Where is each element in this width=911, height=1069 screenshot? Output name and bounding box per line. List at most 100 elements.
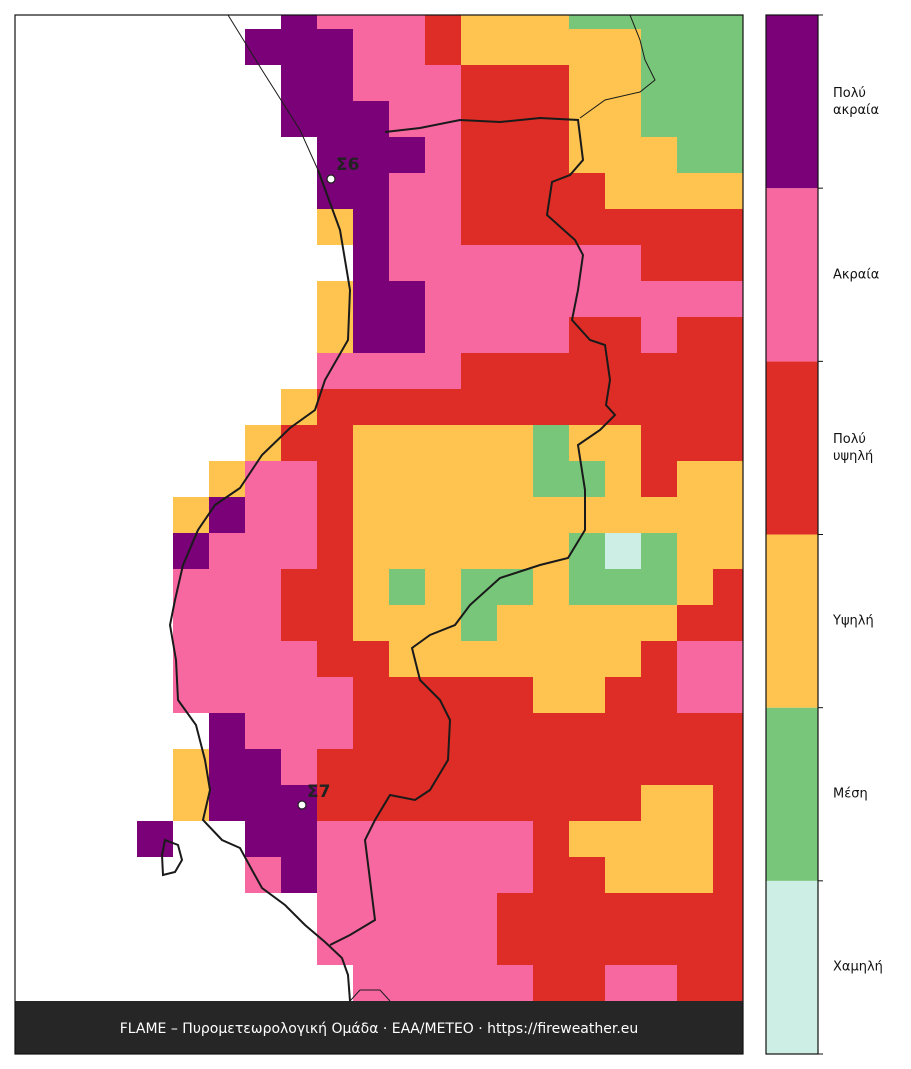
grid-cell xyxy=(173,569,209,605)
grid-cell xyxy=(425,101,461,137)
grid-cell xyxy=(533,857,569,893)
grid-cell xyxy=(641,713,677,749)
grid-cell xyxy=(533,893,569,929)
grid-cell xyxy=(461,389,497,425)
grid-cell xyxy=(281,713,317,749)
grid-cell xyxy=(353,173,389,209)
grid-cell xyxy=(533,929,569,965)
colorbar-segment xyxy=(766,15,818,189)
grid-cell xyxy=(389,821,425,857)
grid-cell xyxy=(245,497,281,533)
coastline xyxy=(168,169,352,1002)
grid-cell xyxy=(605,137,641,173)
grid-cell xyxy=(461,749,497,785)
grid-cell xyxy=(713,209,743,245)
grid-cell xyxy=(569,965,605,1001)
map-frame xyxy=(14,14,744,1055)
grid-cell xyxy=(533,749,569,785)
grid-cell xyxy=(569,821,605,857)
grid-cell xyxy=(713,893,743,929)
grid-cell xyxy=(677,785,713,821)
grid-cell xyxy=(281,461,317,497)
grid-cell xyxy=(497,173,533,209)
grid-cell xyxy=(317,929,353,965)
grid-cell xyxy=(353,209,389,245)
grid-cell xyxy=(317,101,353,137)
grid-cell xyxy=(497,893,533,929)
grid-cell xyxy=(353,137,389,173)
grid-cell xyxy=(677,29,713,65)
grid-cell xyxy=(497,821,533,857)
grid-cell xyxy=(461,785,497,821)
grid-cell xyxy=(353,65,389,101)
grid-cell xyxy=(605,785,641,821)
grid-cell xyxy=(569,245,605,281)
grid-cell xyxy=(209,497,245,533)
grid-cell xyxy=(425,965,461,1001)
grid-cell xyxy=(497,461,533,497)
grid-cell xyxy=(533,15,569,29)
coastline xyxy=(160,838,184,877)
colorbar xyxy=(765,14,823,1055)
grid-cell xyxy=(677,353,713,389)
border xyxy=(329,116,617,946)
grid-cell xyxy=(605,209,641,245)
grid-cell xyxy=(209,569,245,605)
grid-cell xyxy=(497,245,533,281)
grid-cell xyxy=(533,29,569,65)
grid-cell xyxy=(461,317,497,353)
grid-cell xyxy=(353,533,389,569)
grid-cell xyxy=(245,29,281,65)
grid-cell xyxy=(605,15,641,29)
grid-cell xyxy=(209,641,245,677)
grid-cell xyxy=(461,497,497,533)
grid-cell xyxy=(353,245,389,281)
grid-cell xyxy=(353,605,389,641)
grid-cell xyxy=(713,317,743,353)
grid-cell xyxy=(533,137,569,173)
colorbar-label: Χαμηλή xyxy=(833,959,883,975)
grid-cell xyxy=(497,29,533,65)
grid-cell xyxy=(245,569,281,605)
grid-cell xyxy=(281,821,317,857)
grid-cell xyxy=(461,533,497,569)
grid-cell xyxy=(569,677,605,713)
grid-cell xyxy=(461,353,497,389)
grid-cell xyxy=(461,29,497,65)
grid-cell xyxy=(425,65,461,101)
grid-cell xyxy=(281,101,317,137)
grid-cell xyxy=(641,677,677,713)
grid-cell xyxy=(533,281,569,317)
grid-cell xyxy=(497,569,533,605)
grid-cell xyxy=(641,15,677,29)
grid-cell xyxy=(317,533,353,569)
colorbar-segment xyxy=(766,188,818,362)
grid-cell xyxy=(209,749,245,785)
grid-cell xyxy=(461,569,497,605)
colorbar-label: Υψηλή xyxy=(833,613,874,629)
grid-cell xyxy=(677,569,713,605)
grid-cell xyxy=(641,965,677,1001)
grid-cell xyxy=(641,173,677,209)
grid-cell xyxy=(389,677,425,713)
grid-cell xyxy=(569,461,605,497)
grid-cell xyxy=(461,605,497,641)
grid-cell xyxy=(497,713,533,749)
grid-cell xyxy=(605,749,641,785)
grid-cell xyxy=(497,209,533,245)
grid-cell xyxy=(389,65,425,101)
grid-cell xyxy=(173,677,209,713)
grid-cell xyxy=(317,821,353,857)
grid-cell xyxy=(389,173,425,209)
grid-cell xyxy=(389,461,425,497)
grid-cell xyxy=(605,281,641,317)
grid-cell xyxy=(317,65,353,101)
grid-cell xyxy=(209,605,245,641)
grid-cell xyxy=(461,461,497,497)
grid-cell xyxy=(569,15,605,29)
grid-cell xyxy=(281,569,317,605)
grid-cell xyxy=(425,317,461,353)
grid-cell xyxy=(461,15,497,29)
grid-cell xyxy=(209,713,245,749)
grid-cell xyxy=(461,641,497,677)
